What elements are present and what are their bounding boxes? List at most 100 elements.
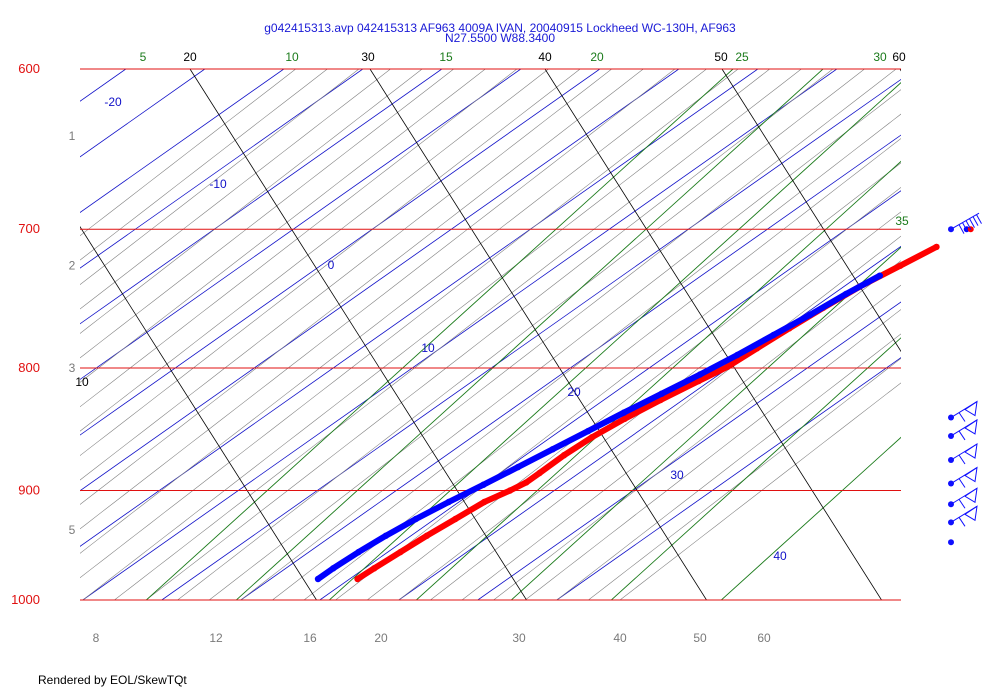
wind-barb-pennant (964, 505, 978, 522)
dewpoint-trace-point (807, 311, 814, 318)
moist-adiabat-line (80, 69, 296, 237)
isotherm-label: 20 (567, 385, 581, 399)
height-label: 2 (69, 259, 76, 273)
wind-barb-pennant (964, 442, 978, 459)
moist-adiabat-line (493, 284, 901, 600)
isotherm-label: 10 (421, 341, 435, 355)
pressure-label: 900 (18, 482, 40, 497)
wind-barb-feather (969, 218, 975, 228)
dewpoint-trace-point (842, 290, 850, 298)
wind-barb-pennant (964, 466, 978, 483)
isotherm-label: 30 (670, 468, 684, 482)
mixing-ratio-line (510, 246, 901, 600)
moist-adiabat-line (240, 89, 901, 600)
dry-adiabat-line (80, 226, 318, 600)
isotherm-line (80, 69, 206, 158)
moist-adiabat-line (177, 69, 865, 600)
footer-credit: Rendered by EOL/SkewTQt (38, 673, 187, 687)
mixing-ratio-label: 25 (735, 50, 749, 64)
dry-adiabat-label: 10 (75, 375, 89, 389)
isotherm-line (80, 69, 601, 436)
dewpoint-trace (315, 272, 883, 582)
isotherm-line (80, 69, 443, 325)
temperature-trace-point (371, 565, 378, 572)
mixing-ratio-label: 20 (590, 50, 604, 64)
dewpoint-trace-point (480, 481, 487, 488)
moist-adiabat-line (619, 382, 901, 600)
temperature-trace (354, 243, 940, 582)
pressure-label: 1000 (11, 592, 40, 607)
moist-adiabat-line (80, 69, 360, 285)
grid-lines (80, 69, 901, 600)
wind-barb (948, 442, 978, 465)
wind-barb-feather (958, 517, 966, 527)
pressure-label: 600 (18, 61, 40, 76)
mixing-ratio-line (145, 69, 734, 600)
mixing-ratio-label: 30 (873, 50, 887, 64)
pressure-label: 700 (18, 221, 40, 236)
wind-barb-feather (958, 224, 965, 234)
isotherm-line (80, 69, 364, 269)
wind-barbs (948, 212, 982, 546)
moist-adiabat-line (80, 69, 644, 505)
dewpoint-trace-point (355, 548, 362, 556)
isotherm-line (477, 301, 901, 600)
isotherm-label: -20 (104, 95, 122, 109)
isotherm-line (80, 69, 127, 102)
dewpoint-trace-point (412, 515, 420, 523)
height-label: 1 (69, 129, 76, 143)
isotherm-line (161, 78, 901, 600)
isotherm-line (80, 69, 680, 492)
wind-barb-pennant (964, 487, 978, 504)
mixing-ratio-label: 15 (439, 50, 453, 64)
wind-barb-feather (976, 214, 982, 224)
moist-adiabat-line (209, 69, 897, 600)
moist-adiabat-line (80, 69, 423, 334)
dry-adiabat-line (721, 69, 901, 353)
wind-barb-feather (958, 498, 966, 509)
dry-adiabat-label: 20 (183, 50, 197, 64)
temperature-trace-point (452, 515, 459, 523)
dewpoint-trace-point (330, 565, 337, 572)
temperature-trace-point (397, 548, 404, 556)
moist-adiabat-line (80, 69, 707, 554)
moist-adiabat-line (80, 69, 739, 579)
moist-adiabat-line (430, 235, 901, 600)
wind-barb (948, 539, 954, 546)
mixing-ratio-line (415, 160, 901, 600)
temperature-axis-label: 30 (512, 631, 526, 645)
dewpoint-trace-point (314, 575, 322, 583)
dewpoint-trace-point (620, 409, 628, 416)
isotherm-line (80, 69, 759, 547)
wind-barb-pennant (964, 400, 978, 417)
dewpoint-trace-point (658, 390, 665, 397)
moist-adiabat-line (80, 69, 328, 261)
temperature-axis-label: 8 (93, 631, 100, 645)
wind-barb-feather (958, 454, 966, 465)
dry-adiabat-line (189, 69, 528, 600)
temperature-trace-point (354, 575, 361, 583)
wind-barb-staff (950, 212, 980, 230)
sounding-profiles (314, 226, 974, 583)
isotherm-line (80, 69, 285, 214)
temperature-trace-point (560, 452, 568, 459)
height-label: 3 (69, 361, 76, 375)
moist-adiabat-line (82, 69, 770, 600)
dewpoint-trace-point (696, 371, 704, 378)
isotherm-label: 0 (328, 258, 335, 272)
moist-adiabat-line (461, 260, 901, 600)
wind-barb-feather (972, 216, 979, 226)
temperature-axis-label: 20 (374, 631, 388, 645)
isotherm-label: 40 (773, 549, 787, 563)
mixing-ratio-line (720, 436, 901, 600)
temperature-axis-label: 50 (693, 631, 707, 645)
mixing-ratio-label: 5 (140, 50, 147, 64)
wind-barb-feather (958, 412, 966, 422)
wind-barb (948, 400, 978, 422)
isotherm-line (82, 69, 838, 600)
mixing-ratio-line (610, 337, 901, 600)
dry-adiabat-line (899, 69, 901, 72)
isotherm-line (240, 134, 901, 600)
wind-barb-feather (965, 220, 972, 230)
